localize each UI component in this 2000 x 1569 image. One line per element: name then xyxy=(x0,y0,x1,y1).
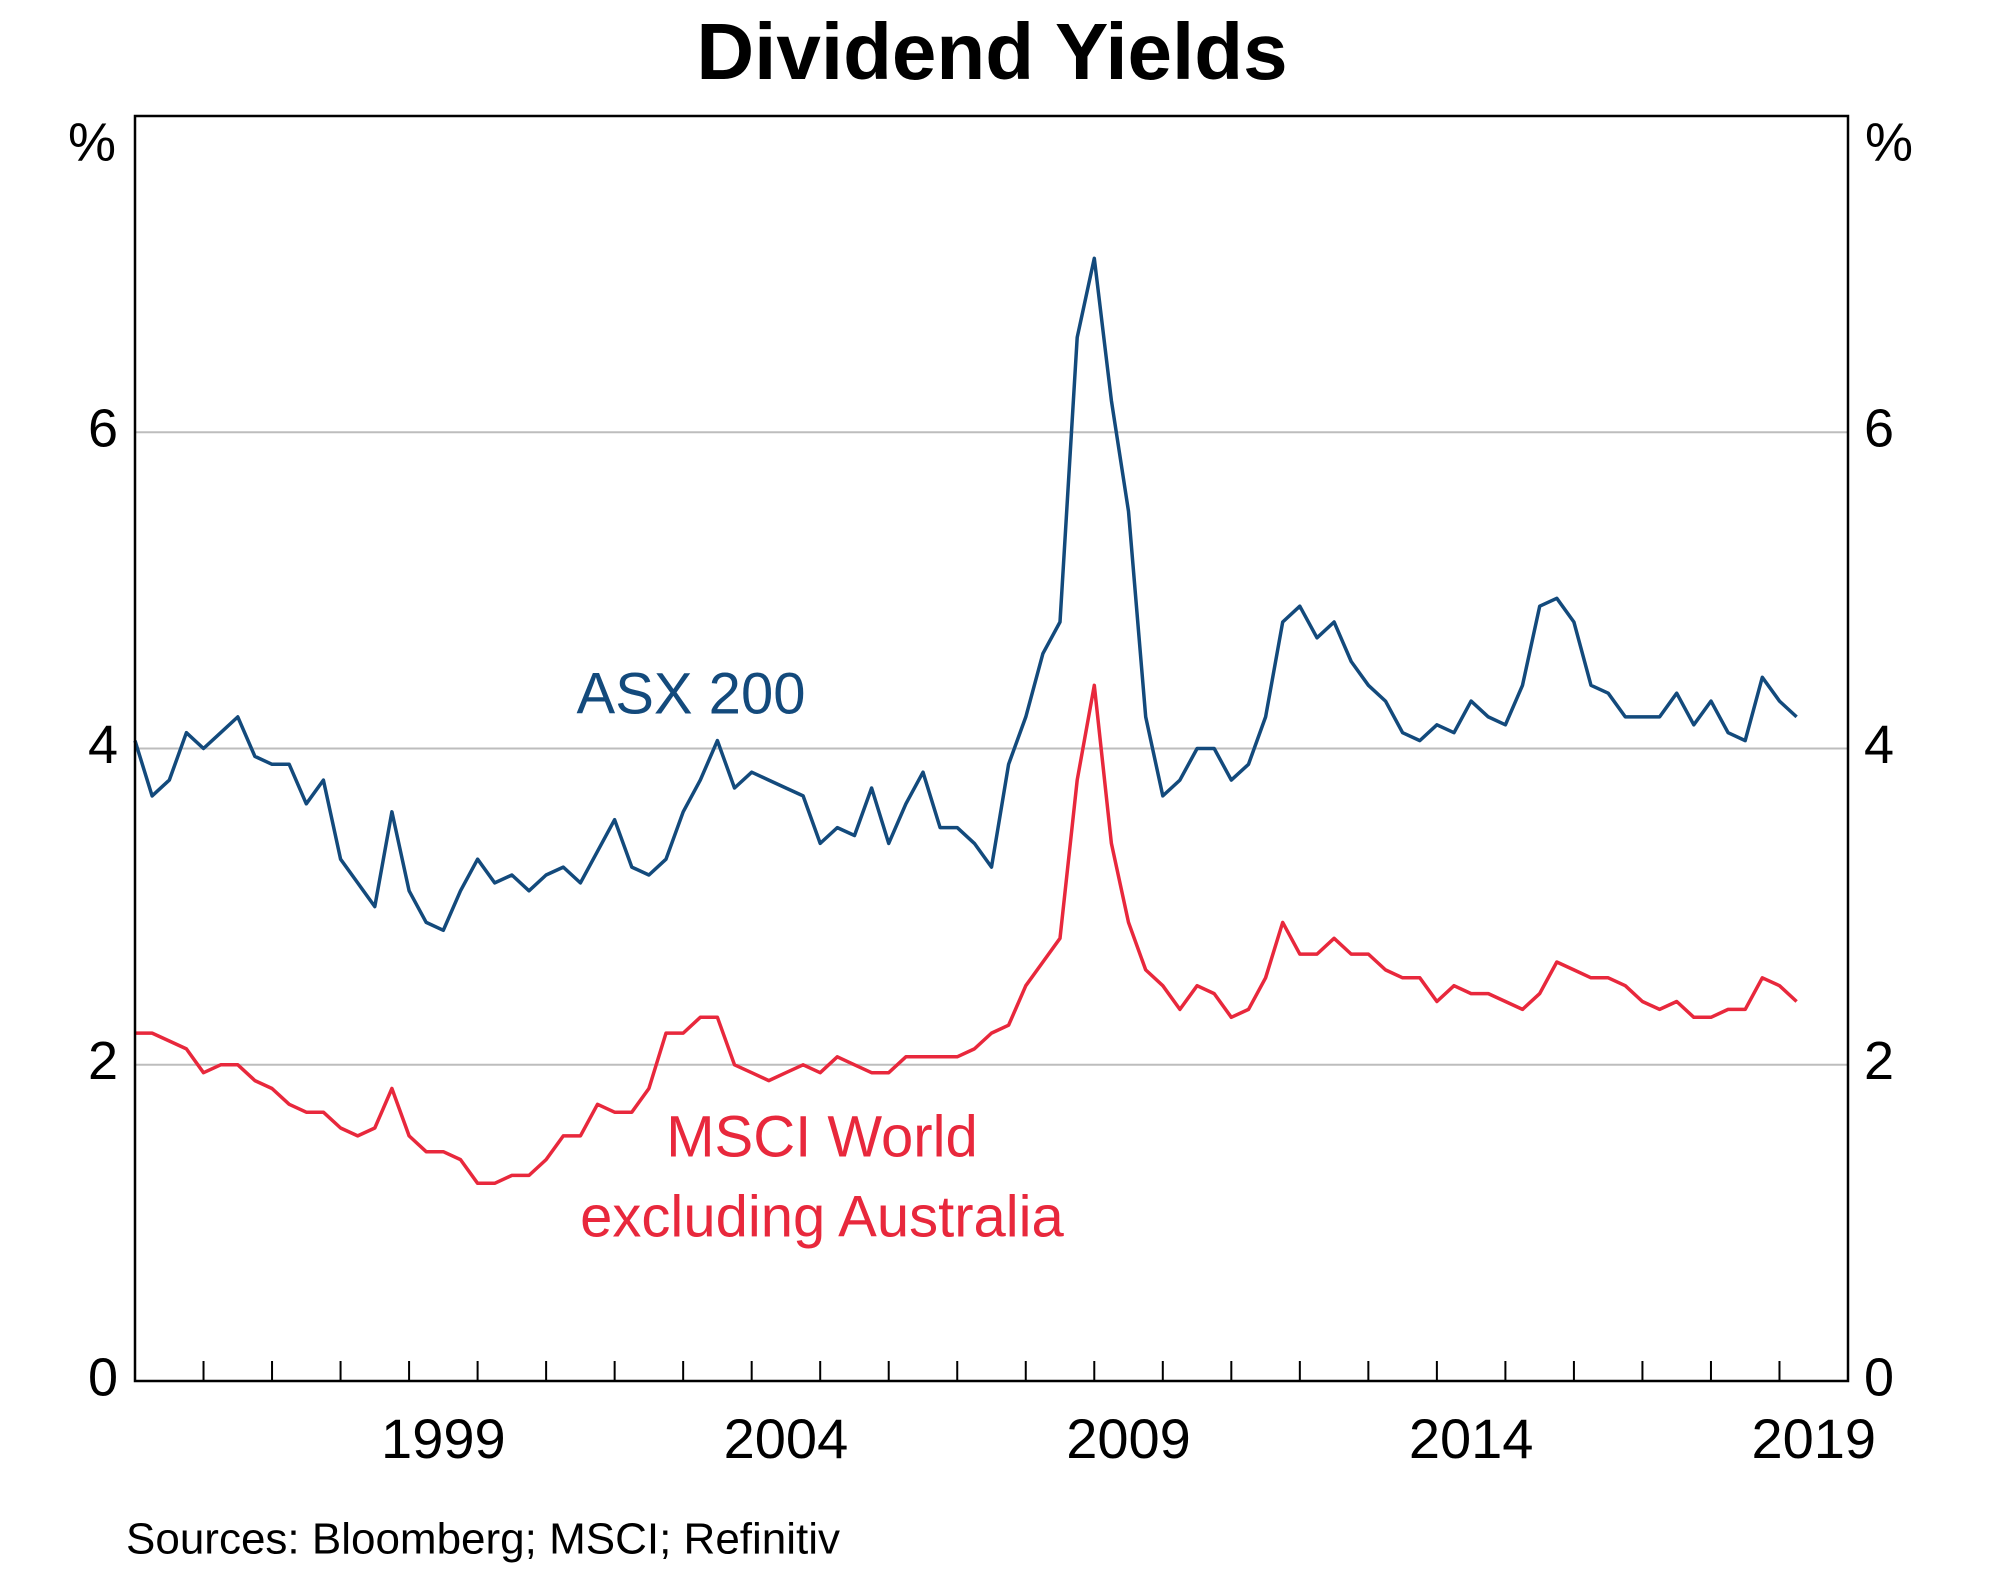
y2-tick-label: 6 xyxy=(1864,399,1894,459)
chart-title: Dividend Yields xyxy=(696,7,1287,96)
series-line xyxy=(135,683,1798,1186)
plot-frame xyxy=(133,114,1850,1383)
x-tick-label: 2019 xyxy=(1751,1407,1876,1470)
series-label: excluding Australia xyxy=(580,1184,1064,1249)
y-tick-label: 0 xyxy=(88,1347,118,1407)
series-line xyxy=(133,256,1798,933)
y2-tick-label: 2 xyxy=(1864,1031,1894,1091)
source-note: Sources: Bloomberg; MSCI; Refinitiv xyxy=(126,1515,840,1564)
x-tick-label: 2014 xyxy=(1409,1407,1534,1470)
y-tick-label: 4 xyxy=(88,715,118,775)
series-label: ASX 200 xyxy=(577,661,806,726)
y-unit: % xyxy=(68,112,116,172)
series-label: MSCI World xyxy=(666,1104,978,1169)
y-tick-label: 2 xyxy=(88,1031,118,1091)
y2-tick-label: 0 xyxy=(1864,1347,1894,1407)
x-tick-label: 1999 xyxy=(381,1407,506,1470)
y2-tick-label: 4 xyxy=(1864,715,1894,775)
x-tick-label: 2009 xyxy=(1066,1407,1191,1470)
x-tick-label: 2004 xyxy=(724,1407,849,1470)
y2-unit: % xyxy=(1865,112,1913,172)
y-tick-label: 6 xyxy=(88,399,118,459)
